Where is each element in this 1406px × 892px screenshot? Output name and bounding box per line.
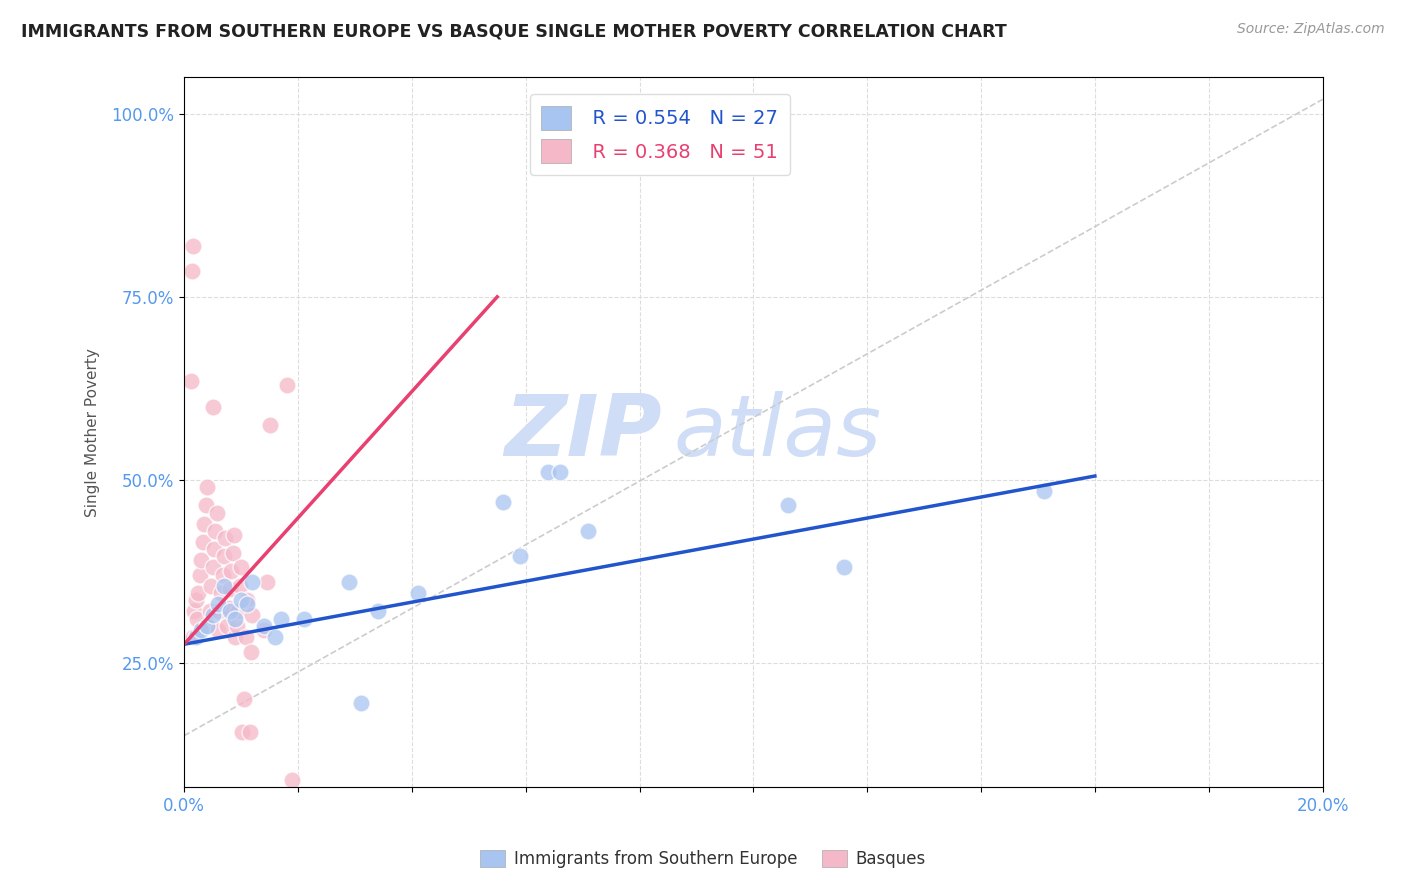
Point [218,604,240,618]
Point [211,567,233,582]
Text: ZIP: ZIP [505,391,662,474]
Point [226,604,249,618]
Point [548,466,571,480]
Point [776,498,799,512]
Point [281,772,304,787]
Point [224,630,246,644]
Point [537,466,560,480]
Point [231,725,253,739]
Text: atlas: atlas [673,391,882,474]
Point [181,238,204,252]
Point [201,607,224,622]
Point [214,531,236,545]
Legend: Immigrants from Southern Europe, Basques: Immigrants from Southern Europe, Basques [474,843,932,875]
Point [270,612,292,626]
Point [194,498,217,512]
Point [190,553,212,567]
Point [208,604,231,618]
Point [193,516,215,531]
Point [406,586,429,600]
Point [195,480,218,494]
Point [235,630,257,644]
Point [240,644,263,658]
Point [204,524,226,538]
Point [367,604,389,618]
Point [256,575,278,590]
Point [218,582,240,597]
Point [190,623,212,637]
Point [242,575,264,590]
Point [1032,483,1054,498]
Point [198,604,221,618]
Point [235,597,257,611]
Point [221,546,243,560]
Point [492,494,515,508]
Point [195,619,218,633]
Point [184,630,207,644]
Point [242,607,264,622]
Point [253,623,276,637]
Point [207,623,229,637]
Point [181,630,204,644]
Point [215,619,238,633]
Point [186,612,208,626]
Point [292,612,315,626]
Point [212,549,235,564]
Point [209,586,232,600]
Y-axis label: Single Mother Poverty: Single Mother Poverty [86,348,100,516]
Point [183,604,205,618]
Point [207,597,229,611]
Point [349,696,371,710]
Point [224,612,246,626]
Point [212,579,235,593]
Point [253,619,276,633]
Point [235,593,257,607]
Text: IMMIGRANTS FROM SOUTHERN EUROPE VS BASQUE SINGLE MOTHER POVERTY CORRELATION CHAR: IMMIGRANTS FROM SOUTHERN EUROPE VS BASQU… [21,22,1007,40]
Point [188,567,211,582]
Point [191,534,214,549]
Point [834,560,856,574]
Point [576,524,599,538]
Point [180,374,202,388]
Point [229,593,252,607]
Point [259,417,281,432]
Point [184,593,207,607]
Point [181,264,204,278]
Point [232,692,254,706]
Point [509,549,531,564]
Point [200,579,222,593]
Point [224,527,246,541]
Point [205,506,228,520]
Point [276,377,298,392]
Point [219,564,242,578]
Point [225,619,247,633]
Point [187,586,209,600]
Point [264,630,287,644]
Point [229,579,252,593]
Point [218,600,240,615]
Point [229,560,252,574]
Point [197,619,219,633]
Point [337,575,360,590]
Point [202,542,225,557]
Legend:   R = 0.554   N = 27,   R = 0.368   N = 51: R = 0.554 N = 27, R = 0.368 N = 51 [530,95,790,175]
Point [239,725,262,739]
Point [201,560,224,574]
Text: Source: ZipAtlas.com: Source: ZipAtlas.com [1237,22,1385,37]
Point [201,400,224,414]
